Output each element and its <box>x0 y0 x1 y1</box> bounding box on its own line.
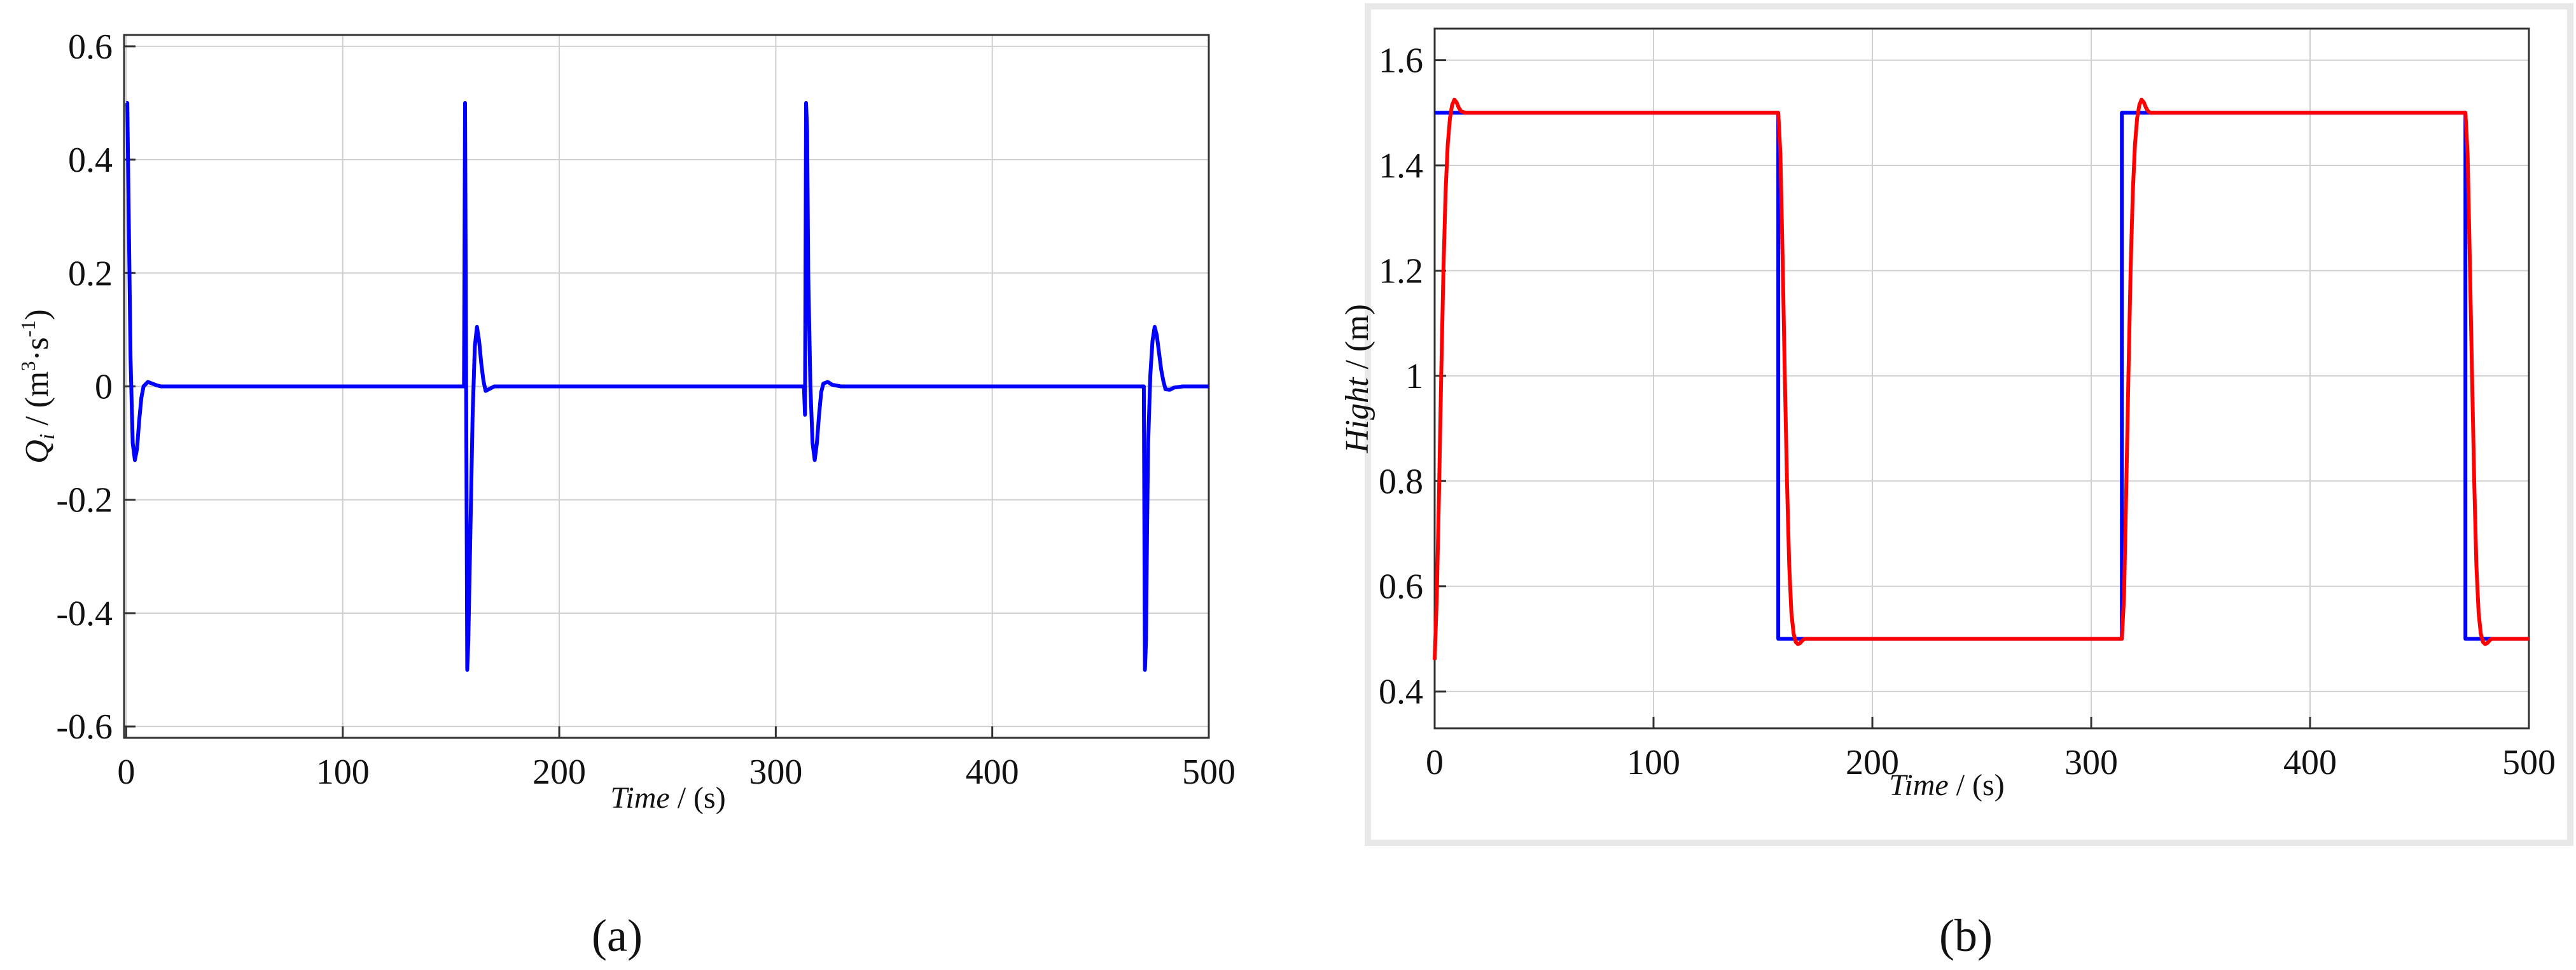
y-tick-label: 0.4 <box>68 141 113 180</box>
x-tick-label: 100 <box>1627 743 1680 782</box>
x-axis-label: Time / (s) <box>1889 768 2004 802</box>
panel-a: 0 100 200 300 400 500 0.6 0.4 0.2 0 -0.2 -0.4 -0.6 Ti… <box>17 27 1236 961</box>
x-tick-label: 0 <box>117 752 135 792</box>
y-tick-label: 1.4 <box>1379 146 1423 186</box>
panel-caption: (b) <box>1939 910 1993 961</box>
x-tick-label: 300 <box>749 752 802 792</box>
y-tick-label: 1.6 <box>1379 41 1423 81</box>
series-line-2 <box>1433 97 2529 660</box>
series-line-1 <box>1435 111 2529 641</box>
plot-area-border <box>1433 27 2530 730</box>
y-tick-label: -0.4 <box>56 594 113 634</box>
y-tick-label: 0.2 <box>68 254 113 293</box>
series-line-1 <box>125 100 1209 672</box>
panel-b: 0 100 200 300 400 500 1.6 1.4 1.2 1 0.8 0.6 0.4 Time … <box>1339 27 2556 961</box>
y-tick-label: -0.2 <box>56 481 113 520</box>
x-tick-label: 500 <box>1182 752 1236 792</box>
panel-caption: (a) <box>592 910 643 961</box>
x-tick-label: 500 <box>2502 743 2556 782</box>
y-axis-label: Qi / (m3·s-1) <box>17 309 59 464</box>
x-tick-label: 200 <box>1846 743 1899 782</box>
x-tick-label: 0 <box>1426 743 1444 782</box>
x-axis-label: Time / (s) <box>610 781 725 815</box>
y-tick-label: 0 <box>95 368 113 407</box>
y-axis-label: Hight / (m) <box>1339 304 1375 454</box>
y-tick-label: 0.4 <box>1379 672 1423 712</box>
y-tick-label: 1.2 <box>1379 251 1423 291</box>
y-tick-label: -0.6 <box>56 707 113 747</box>
x-tick-label: 300 <box>2064 743 2118 782</box>
x-tick-label: 400 <box>966 752 1019 792</box>
x-tick-label: 200 <box>533 752 586 792</box>
x-tick-label: 100 <box>316 752 370 792</box>
y-tick-label: 0.6 <box>68 27 113 67</box>
y-tick-label: 0.6 <box>1379 567 1423 607</box>
y-tick-label: 0.8 <box>1379 462 1423 501</box>
x-tick-label: 400 <box>2283 743 2337 782</box>
panel-b-frame <box>1365 3 2573 846</box>
y-tick-label: 1 <box>1405 357 1423 396</box>
